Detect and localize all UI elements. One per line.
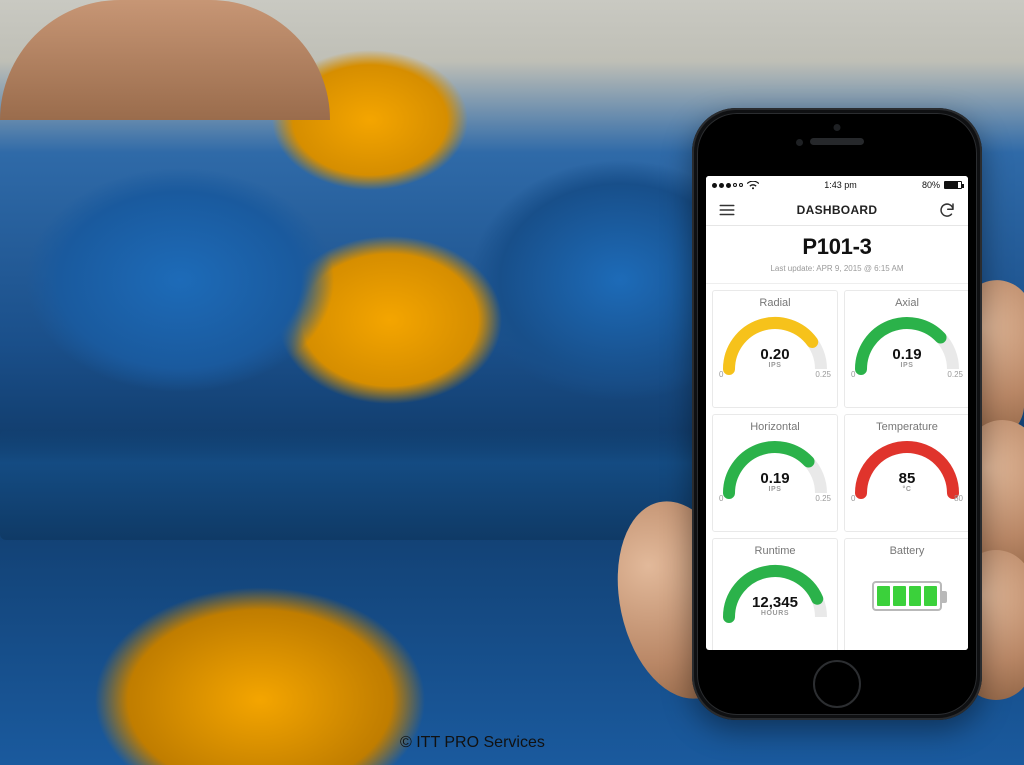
card-value: 85: [849, 471, 965, 486]
phone-body: 1:43 pm 80% DASHBOARD P101-3: [692, 108, 982, 720]
gauge-grid: Radial 0.20 IPS 0 0.25 Axial 0.19 IPS 0 …: [706, 284, 968, 650]
card-temperature[interactable]: Temperature 85 °C 0 80: [844, 414, 968, 532]
scene-background: 1:43 pm 80% DASHBOARD P101-3: [0, 0, 1024, 765]
card-title: Battery: [849, 545, 965, 557]
card-max: 0.25: [815, 370, 831, 379]
hamburger-icon: [718, 201, 736, 219]
status-bar: 1:43 pm 80%: [706, 176, 968, 194]
copyright-text: © ITT PRO Services: [400, 734, 545, 752]
card-min: 0: [851, 370, 855, 379]
phone-proximity-sensor: [834, 124, 841, 131]
card-runtime[interactable]: Runtime 12,345 HOURS: [712, 538, 838, 650]
phone-speaker: [810, 138, 864, 145]
card-value: 0.20: [717, 347, 833, 362]
wifi-icon: [747, 181, 759, 190]
hand-palm: [0, 0, 330, 120]
card-title: Runtime: [717, 545, 833, 557]
card-unit: IPS: [717, 486, 833, 493]
nav-title: DASHBOARD: [797, 203, 878, 217]
menu-button[interactable]: [716, 199, 738, 221]
card-max: 80: [954, 494, 963, 503]
card-title: Radial: [717, 297, 833, 309]
card-title: Axial: [849, 297, 965, 309]
card-unit: °C: [849, 486, 965, 493]
card-value: 0.19: [849, 347, 965, 362]
battery-indicator-icon: [872, 581, 942, 611]
card-unit: IPS: [849, 362, 965, 369]
card-min: 0: [719, 370, 723, 379]
card-battery[interactable]: Battery: [844, 538, 968, 650]
signal-dots-icon: [712, 183, 743, 188]
card-min: 0: [851, 494, 855, 503]
card-axial[interactable]: Axial 0.19 IPS 0 0.25: [844, 290, 968, 408]
card-title: Temperature: [849, 421, 965, 433]
card-value: 12,345: [717, 595, 833, 610]
refresh-button[interactable]: [936, 199, 958, 221]
card-unit: HOURS: [717, 610, 833, 617]
card-title: Horizontal: [717, 421, 833, 433]
phone-front-camera: [796, 139, 803, 146]
app-screen: 1:43 pm 80% DASHBOARD P101-3: [706, 176, 968, 650]
card-max: 0.25: [815, 494, 831, 503]
last-update-text: Last update: APR 9, 2015 @ 6:15 AM: [706, 264, 968, 273]
card-min: 0: [719, 494, 723, 503]
card-horizontal[interactable]: Horizontal 0.19 IPS 0 0.25: [712, 414, 838, 532]
device-header: P101-3 Last update: APR 9, 2015 @ 6:15 A…: [706, 226, 968, 284]
statusbar-battery-pct: 80%: [922, 180, 940, 190]
phone-home-button[interactable]: [813, 660, 861, 708]
card-radial[interactable]: Radial 0.20 IPS 0 0.25: [712, 290, 838, 408]
statusbar-time: 1:43 pm: [824, 180, 857, 190]
card-max: 0.25: [947, 370, 963, 379]
refresh-icon: [938, 201, 956, 219]
device-id: P101-3: [706, 234, 968, 260]
card-unit: IPS: [717, 362, 833, 369]
battery-icon: [944, 181, 962, 189]
nav-bar: DASHBOARD: [706, 194, 968, 226]
card-value: 0.19: [717, 471, 833, 486]
